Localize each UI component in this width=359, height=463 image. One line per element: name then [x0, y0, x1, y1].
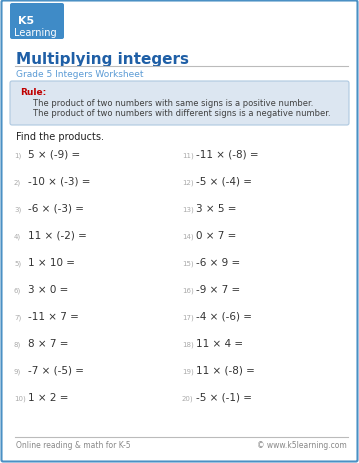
Text: The product of two numbers with same signs is a positive number.: The product of two numbers with same sig…: [20, 99, 313, 108]
Text: 3 × 0 =: 3 × 0 =: [28, 284, 68, 294]
Text: 9): 9): [14, 368, 21, 375]
Text: -4 × (-6) =: -4 × (-6) =: [196, 311, 252, 321]
Text: -11 × (-8) =: -11 × (-8) =: [196, 150, 258, 160]
Text: 5): 5): [14, 260, 21, 267]
Text: 1 × 2 =: 1 × 2 =: [28, 392, 69, 402]
Text: 3): 3): [14, 206, 21, 213]
Text: 16): 16): [182, 288, 194, 294]
Text: 11 × (-2) =: 11 × (-2) =: [28, 231, 87, 240]
Text: 19): 19): [182, 368, 194, 375]
Text: 7): 7): [14, 314, 21, 321]
Text: -7 × (-5) =: -7 × (-5) =: [28, 365, 84, 375]
Text: Rule:: Rule:: [20, 88, 46, 97]
Text: 6): 6): [14, 288, 21, 294]
Text: K5: K5: [18, 16, 34, 26]
Text: 3 × 5 =: 3 × 5 =: [196, 204, 237, 213]
Text: 5 × (-9) =: 5 × (-9) =: [28, 150, 80, 160]
Text: Multiplying integers: Multiplying integers: [16, 52, 189, 67]
Text: 10): 10): [14, 395, 26, 401]
Text: 2): 2): [14, 180, 21, 186]
Text: Grade 5 Integers Worksheet: Grade 5 Integers Worksheet: [16, 70, 144, 79]
Text: 0 × 7 =: 0 × 7 =: [196, 231, 236, 240]
Text: 12): 12): [182, 180, 194, 186]
FancyBboxPatch shape: [10, 82, 349, 126]
Text: 8 × 7 =: 8 × 7 =: [28, 338, 69, 348]
Text: Online reading & math for K-5: Online reading & math for K-5: [16, 440, 131, 449]
Text: 17): 17): [182, 314, 194, 321]
Text: 11 × (-8) =: 11 × (-8) =: [196, 365, 255, 375]
Text: -10 × (-3) =: -10 × (-3) =: [28, 176, 90, 187]
Text: 15): 15): [182, 260, 194, 267]
Text: 20): 20): [182, 395, 194, 401]
Text: 14): 14): [182, 233, 194, 240]
Text: © www.k5learning.com: © www.k5learning.com: [257, 440, 347, 449]
Text: 11 × 4 =: 11 × 4 =: [196, 338, 243, 348]
Text: -11 × 7 =: -11 × 7 =: [28, 311, 79, 321]
Text: -5 × (-1) =: -5 × (-1) =: [196, 392, 252, 402]
Text: -6 × 9 =: -6 × 9 =: [196, 257, 240, 268]
Text: 4): 4): [14, 233, 21, 240]
Text: Find the products.: Find the products.: [16, 131, 104, 142]
Text: The product of two numbers with different signs is a negative number.: The product of two numbers with differen…: [20, 109, 331, 118]
Text: 8): 8): [14, 341, 21, 348]
FancyBboxPatch shape: [10, 4, 64, 40]
Text: -6 × (-3) =: -6 × (-3) =: [28, 204, 84, 213]
Text: 11): 11): [182, 153, 194, 159]
Text: 1 × 10 =: 1 × 10 =: [28, 257, 75, 268]
Text: 18): 18): [182, 341, 194, 348]
Text: -5 × (-4) =: -5 × (-4) =: [196, 176, 252, 187]
Text: -9 × 7 =: -9 × 7 =: [196, 284, 240, 294]
Text: 13): 13): [182, 206, 194, 213]
Text: 1): 1): [14, 153, 21, 159]
Text: Learning: Learning: [14, 28, 57, 38]
